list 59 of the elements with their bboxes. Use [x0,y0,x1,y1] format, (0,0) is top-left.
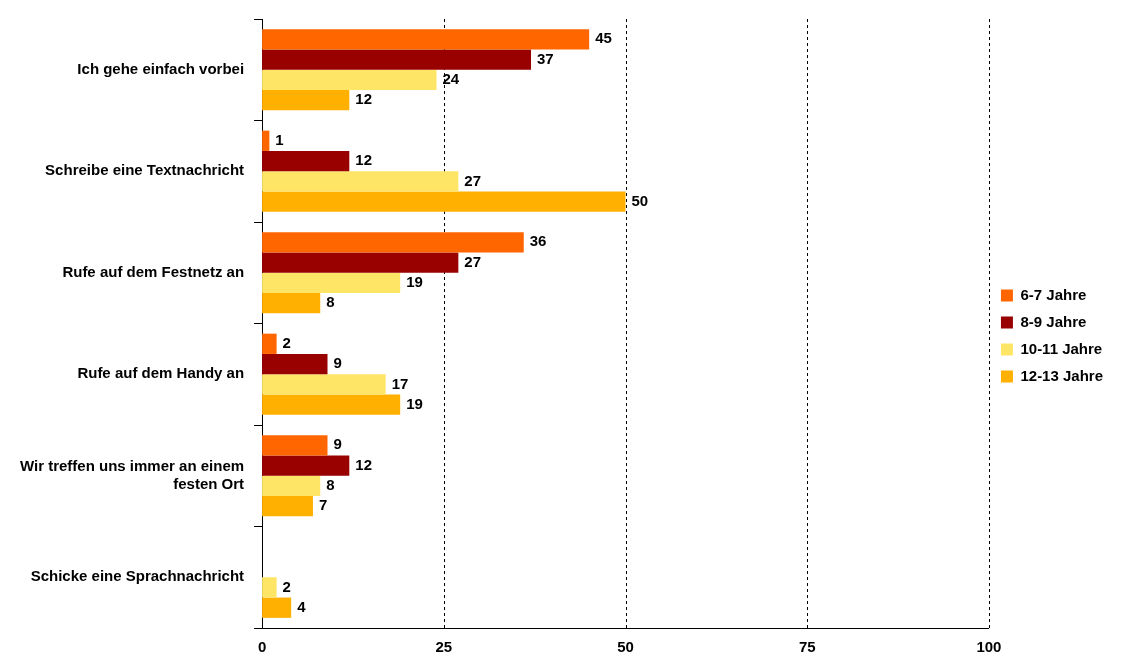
bar [262,272,401,294]
y-tick-label: Rufe auf dem Handy an [77,364,245,382]
x-tick-label: 75 [798,638,816,656]
data-label: 24 [442,70,460,88]
data-label: 8 [326,476,335,494]
data-label: 2 [282,333,291,351]
data-label: 4 [297,597,307,615]
bar [262,171,459,192]
data-label: 37 [537,49,554,67]
data-label: 2 [282,577,291,595]
data-label: 50 [631,191,649,209]
data-label: 1 [275,130,284,148]
data-label: 9 [333,354,342,372]
bar [262,29,590,50]
bar [262,374,386,395]
bar [262,333,277,354]
data-label: 19 [406,394,423,412]
legend-label: 12-13 Jahre [1020,366,1103,384]
data-label: 17 [391,374,409,392]
bar [262,69,437,91]
y-tick-label: Ich gehe einfach vorbei [77,59,245,77]
legend-label: 10-11 Jahre [1020,339,1103,357]
y-tick-label: Wir treffen uns immer an einem festen Ort [19,456,245,492]
x-tick-label: 50 [617,638,634,656]
bar [262,394,401,415]
bar [262,353,328,375]
y-tick-label: Rufe auf dem Festnetz an [62,262,245,280]
legend-label: 8-9 Jahre [1020,312,1087,330]
y-tick-label: Schreibe eine Textnachricht [45,161,245,179]
data-label: 7 [318,496,328,514]
bar [262,232,524,253]
bar [262,293,321,314]
data-label: 19 [406,273,423,291]
data-label: 9 [333,435,342,453]
bar [262,150,350,172]
bar [262,90,350,111]
bar [262,496,313,517]
bar [262,455,350,476]
data-label: 27 [464,252,482,270]
data-label: 8 [326,293,335,311]
bar [262,577,277,598]
bar [262,252,459,273]
x-tick-label: 0 [257,638,267,656]
legend-label: 6-7 Jahre [1020,285,1087,303]
data-label: 12 [355,90,372,108]
x-tick-label: 25 [435,638,453,656]
bar [262,435,328,456]
bar [262,191,626,212]
x-tick-label: 100 [976,638,1002,656]
y-tick-label: Schicke eine Sprachnachricht [30,567,245,585]
bar [262,475,321,497]
data-label: 45 [595,29,612,47]
bar [262,130,270,151]
data-label: 27 [464,171,482,189]
data-label: 12 [355,455,372,473]
bar [262,49,532,70]
bar [262,597,292,618]
data-label: 12 [355,151,372,169]
data-label: 36 [529,232,547,250]
